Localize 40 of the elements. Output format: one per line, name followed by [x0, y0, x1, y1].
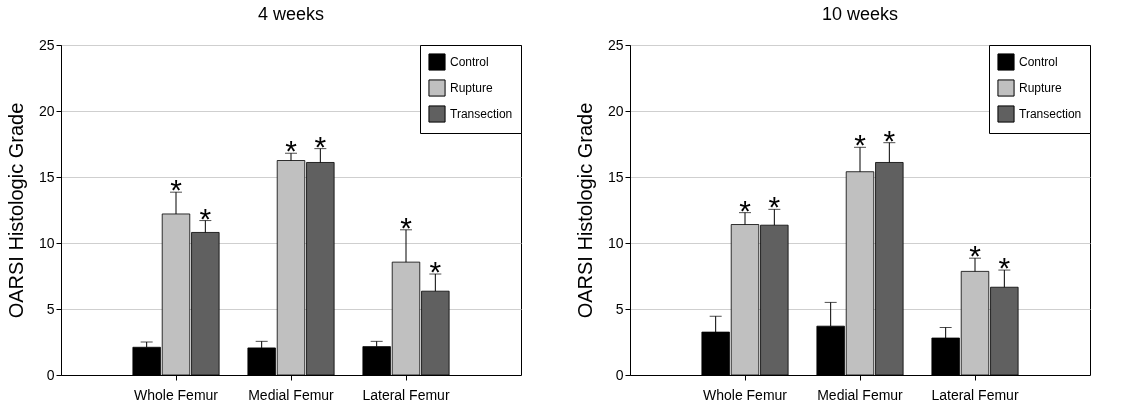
- annotation: *: [285, 134, 298, 168]
- annotation: *: [854, 128, 867, 162]
- chart-title: 10 weeks: [821, 4, 899, 24]
- x-tick-label: Lateral Femur: [362, 386, 450, 403]
- y-tick-label: 15: [607, 168, 624, 185]
- y-tick-label: 15: [38, 168, 55, 185]
- annotation: *: [883, 123, 896, 157]
- annotation: *: [314, 129, 327, 163]
- y-tick-label: 0: [46, 366, 55, 383]
- y-tick-label: 20: [607, 102, 624, 119]
- annotation: *: [170, 173, 183, 207]
- y-tick-label: 25: [607, 36, 624, 53]
- annotation: *: [429, 255, 442, 289]
- x-tick-label: Lateral Femur: [931, 386, 1019, 403]
- annotation: *: [739, 193, 752, 227]
- legend-label: Rupture: [450, 81, 494, 95]
- x-tick-label: Whole Femur: [702, 386, 788, 403]
- y-tick-label: 10: [38, 234, 55, 251]
- annotation: *: [998, 251, 1011, 285]
- x-tick-label: Medial Femur: [248, 386, 335, 403]
- y-tick-label: 0: [615, 366, 624, 383]
- y-tick-label: 20: [38, 102, 55, 119]
- y-axis-title: OARSI Histologic Grade: [573, 102, 596, 319]
- y-tick-label: 5: [46, 300, 55, 317]
- legend-label: Control: [450, 55, 489, 69]
- x-tick-label: Whole Femur: [133, 386, 219, 403]
- annotation: *: [199, 201, 212, 235]
- annotation: *: [768, 190, 781, 224]
- legend-label: Transection: [450, 107, 513, 121]
- legend-label: Transection: [1019, 107, 1082, 121]
- legend-label: Control: [1019, 55, 1058, 69]
- y-axis-title: OARSI Histologic Grade: [4, 102, 27, 319]
- annotation: *: [969, 239, 982, 273]
- x-tick-label: Medial Femur: [817, 386, 904, 403]
- y-tick-label: 10: [607, 234, 624, 251]
- legend-label: Rupture: [1019, 81, 1063, 95]
- y-tick-label: 25: [38, 36, 55, 53]
- y-tick-label: 5: [615, 300, 624, 317]
- chart-title: 4 weeks: [257, 4, 325, 24]
- annotation: *: [400, 210, 413, 244]
